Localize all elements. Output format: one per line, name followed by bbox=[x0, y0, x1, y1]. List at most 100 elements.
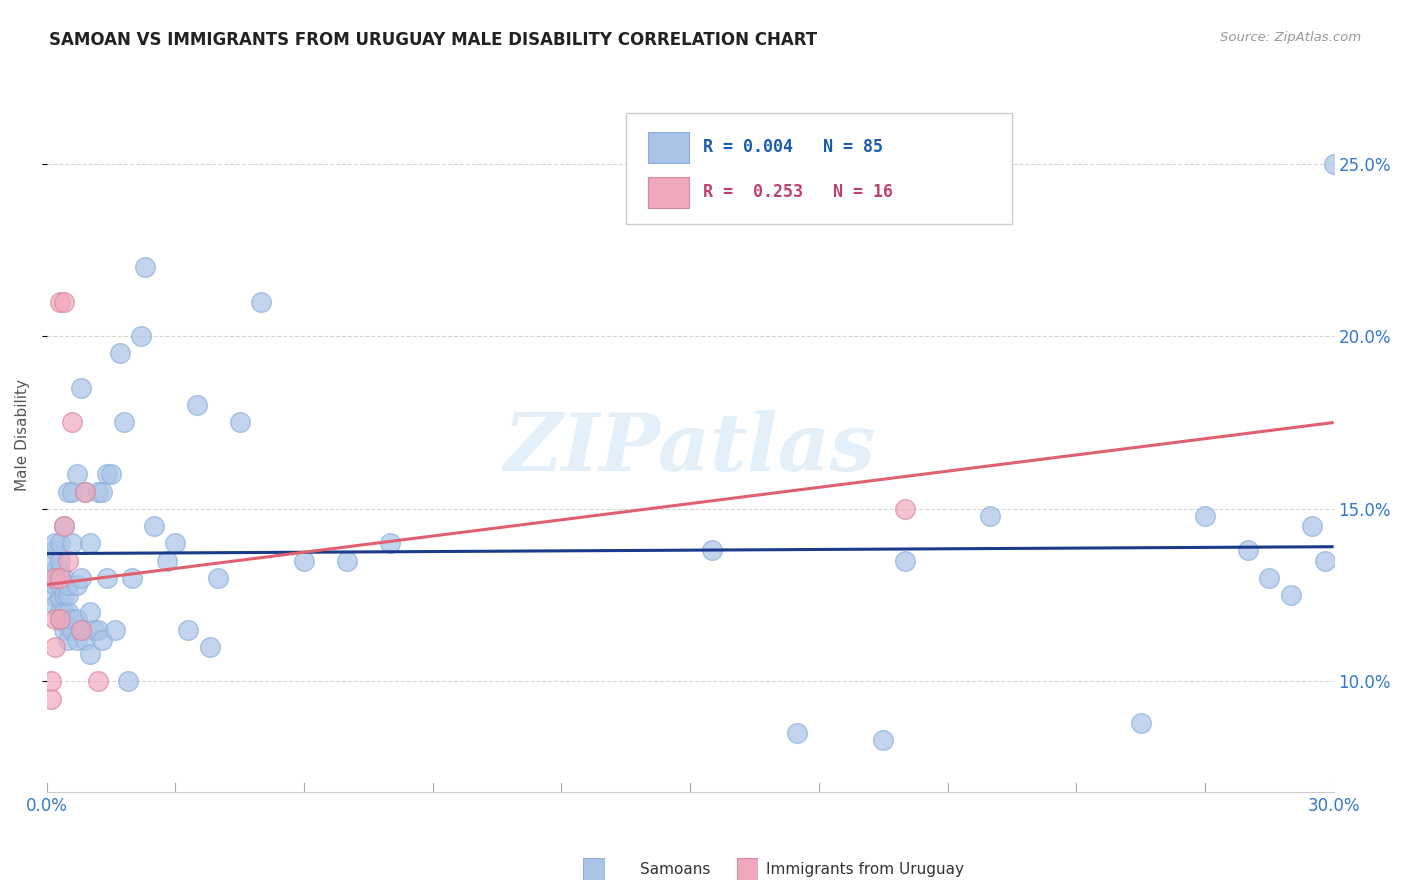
Point bbox=[48, 294, 70, 309]
Point bbox=[70, 623, 93, 637]
Point bbox=[70, 571, 93, 585]
Point bbox=[87, 674, 110, 689]
Point bbox=[177, 623, 200, 637]
Point bbox=[112, 416, 135, 430]
Point bbox=[79, 605, 101, 619]
Point bbox=[1258, 571, 1281, 585]
Point bbox=[66, 612, 89, 626]
Point bbox=[117, 674, 139, 689]
Point bbox=[66, 632, 89, 647]
Point bbox=[39, 588, 62, 602]
Point bbox=[96, 467, 118, 482]
Point bbox=[44, 536, 66, 550]
Point bbox=[39, 553, 62, 567]
Point bbox=[70, 381, 93, 395]
Point bbox=[44, 564, 66, 578]
Point bbox=[79, 536, 101, 550]
Point bbox=[75, 484, 97, 499]
Text: R =  0.253   N = 16: R = 0.253 N = 16 bbox=[703, 184, 893, 202]
Point bbox=[228, 416, 250, 430]
Point bbox=[60, 416, 83, 430]
Text: Source: ZipAtlas.com: Source: ZipAtlas.com bbox=[1220, 31, 1361, 45]
Point bbox=[1301, 519, 1323, 533]
Point bbox=[56, 577, 79, 591]
Point bbox=[56, 553, 79, 567]
Point bbox=[893, 501, 915, 516]
Text: SAMOAN VS IMMIGRANTS FROM URUGUAY MALE DISABILITY CORRELATION CHART: SAMOAN VS IMMIGRANTS FROM URUGUAY MALE D… bbox=[49, 31, 817, 49]
Point bbox=[700, 543, 723, 558]
Point bbox=[48, 612, 70, 626]
Point bbox=[52, 605, 75, 619]
Point bbox=[79, 647, 101, 661]
Point bbox=[60, 484, 83, 499]
Point bbox=[48, 536, 70, 550]
Point bbox=[39, 674, 62, 689]
Point bbox=[1279, 588, 1302, 602]
Point bbox=[44, 577, 66, 591]
Point bbox=[56, 588, 79, 602]
Point bbox=[134, 260, 156, 275]
Point bbox=[378, 536, 401, 550]
Point bbox=[96, 571, 118, 585]
Point bbox=[44, 612, 66, 626]
Point bbox=[44, 571, 66, 585]
Point bbox=[48, 612, 70, 626]
Point bbox=[1237, 543, 1260, 558]
Point bbox=[91, 484, 114, 499]
Point bbox=[872, 733, 894, 747]
Point bbox=[52, 294, 75, 309]
Point bbox=[292, 553, 315, 567]
Text: Immigrants from Uruguay: Immigrants from Uruguay bbox=[766, 863, 965, 877]
Point bbox=[52, 519, 75, 533]
Point bbox=[104, 623, 127, 637]
Point bbox=[1129, 715, 1152, 730]
Text: ZIPatlas: ZIPatlas bbox=[505, 410, 876, 488]
Point bbox=[52, 571, 75, 585]
Point bbox=[87, 484, 110, 499]
Point bbox=[207, 571, 229, 585]
Point bbox=[60, 612, 83, 626]
Point bbox=[156, 553, 179, 567]
Point bbox=[56, 619, 79, 633]
Point bbox=[129, 329, 152, 343]
Point bbox=[1194, 508, 1216, 523]
Point bbox=[52, 519, 75, 533]
Point bbox=[1313, 553, 1336, 567]
Point bbox=[893, 553, 915, 567]
FancyBboxPatch shape bbox=[648, 132, 689, 163]
Point bbox=[87, 623, 110, 637]
Point bbox=[44, 543, 66, 558]
Point bbox=[250, 294, 273, 309]
Point bbox=[48, 577, 70, 591]
Point bbox=[56, 632, 79, 647]
Point bbox=[48, 605, 70, 619]
Point bbox=[44, 640, 66, 654]
Point bbox=[108, 346, 131, 360]
Point bbox=[83, 623, 105, 637]
Point bbox=[91, 632, 114, 647]
Point bbox=[48, 571, 70, 585]
Point bbox=[121, 571, 143, 585]
Point bbox=[142, 519, 165, 533]
Point bbox=[60, 623, 83, 637]
Point bbox=[198, 640, 221, 654]
FancyBboxPatch shape bbox=[648, 177, 689, 208]
Point bbox=[100, 467, 122, 482]
Point bbox=[39, 571, 62, 585]
Point bbox=[44, 599, 66, 613]
Point bbox=[66, 467, 89, 482]
Point bbox=[60, 536, 83, 550]
Point bbox=[1323, 157, 1346, 171]
Point bbox=[52, 588, 75, 602]
Point bbox=[66, 577, 89, 591]
Point bbox=[48, 553, 70, 567]
Point bbox=[52, 623, 75, 637]
Point bbox=[186, 398, 208, 412]
Point bbox=[979, 508, 1001, 523]
Text: R = 0.004   N = 85: R = 0.004 N = 85 bbox=[703, 137, 883, 156]
Point bbox=[48, 564, 70, 578]
Point bbox=[56, 484, 79, 499]
Point bbox=[75, 632, 97, 647]
Point bbox=[786, 726, 808, 740]
Point bbox=[48, 591, 70, 606]
